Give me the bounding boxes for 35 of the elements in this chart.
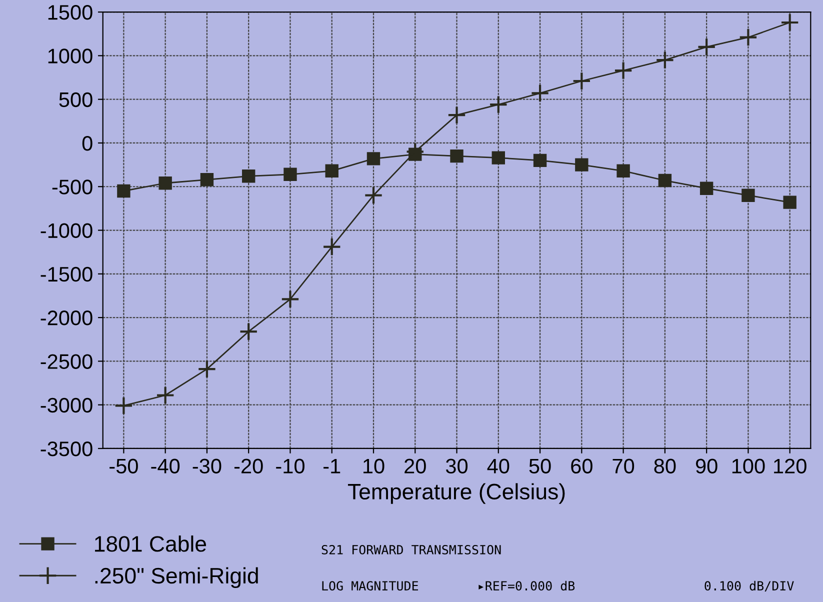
y-tick-label: 1500	[48, 5, 92, 20]
x-tick-label: 30	[446, 458, 468, 474]
x-tick-label: 120	[774, 458, 806, 474]
y-tick-label: 0	[82, 136, 92, 151]
legend-label: 1801 Cable	[95, 535, 206, 552]
y-tick-label: -2000	[40, 310, 92, 326]
x-tick-label: 60	[571, 458, 592, 474]
x-tick-label: 80	[654, 458, 676, 474]
text: LOG MAGNITUDE	[322, 581, 418, 591]
text: 0.100 dB/DIV	[704, 580, 794, 592]
y-tick-label: -500	[52, 180, 92, 194]
x-tick-label: 100	[732, 458, 765, 474]
x-tick-label: -30	[192, 458, 222, 474]
x-tick-label: -10	[276, 458, 304, 474]
y-tick-label: -3000	[40, 398, 92, 413]
x-axis-title: Temperature (Celsius)	[348, 483, 565, 504]
x-tick-label: 20	[404, 458, 426, 474]
y-tick-label: -1500	[40, 266, 92, 282]
x-tick-label: -50	[110, 458, 138, 474]
y-tick-label: 500	[59, 92, 92, 108]
y-tick-label: -3500	[40, 441, 92, 456]
x-tick-label: 90	[696, 458, 718, 474]
x-tick-label: -40	[151, 458, 180, 474]
x-tick-label: 50	[529, 458, 551, 474]
x-tick-label: 70	[612, 458, 634, 474]
legend-label: .250" Semi-Rigid	[95, 567, 258, 588]
x-tick-label: 40	[487, 458, 510, 474]
y-tick-label: -2500	[40, 354, 92, 369]
x-tick-label: -20	[234, 458, 263, 474]
text: ▸REF=0.000 dB	[478, 580, 575, 591]
x-tick-label: 10	[364, 458, 384, 474]
text: S21 FORWARD TRANSMISSION	[322, 544, 501, 554]
y-tick-label: 1000	[48, 48, 92, 64]
x-tick-label: -1	[324, 458, 340, 474]
y-tick-label: -1000	[40, 223, 92, 238]
